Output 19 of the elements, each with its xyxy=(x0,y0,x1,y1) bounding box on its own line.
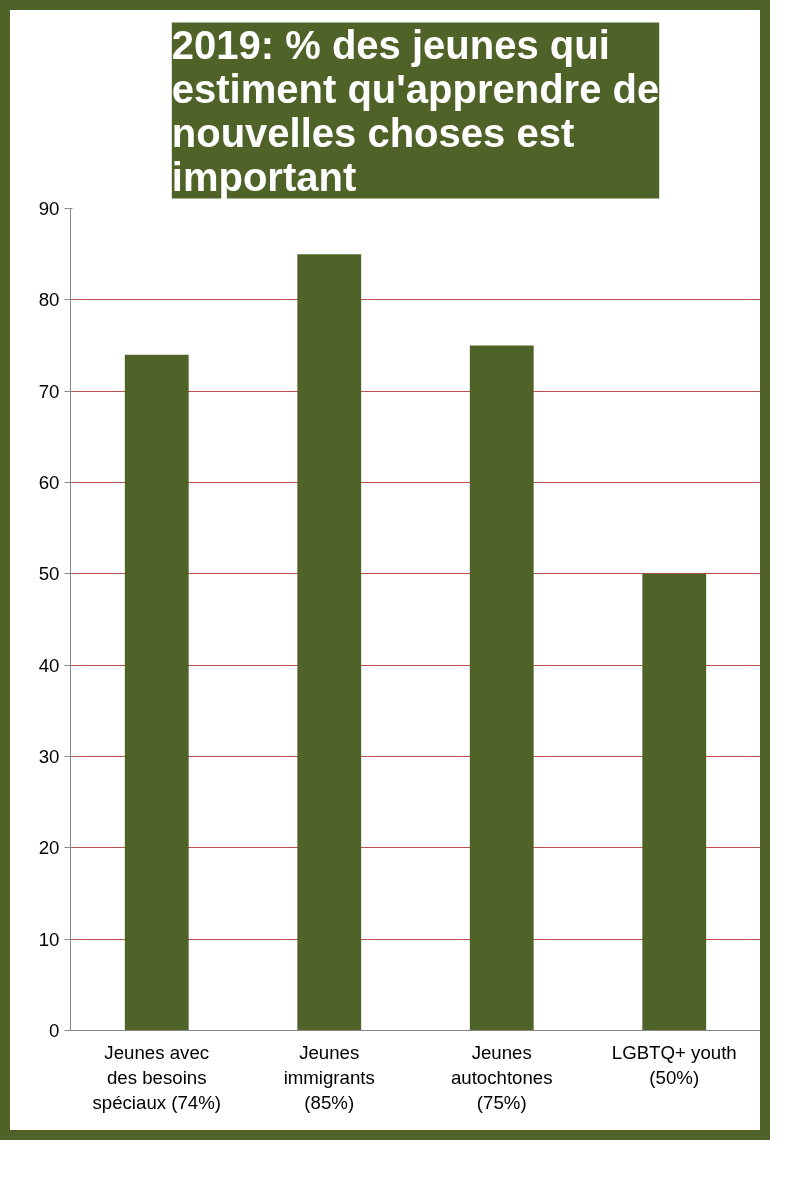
y-tick-label: 80 xyxy=(38,289,60,311)
y-tick-label: 0 xyxy=(49,1020,60,1041)
x-tick-label: Jeunes autochtones (75%) xyxy=(450,1041,553,1113)
y-tick-label: 70 xyxy=(38,380,60,402)
y-tick-label: 20 xyxy=(38,837,60,859)
bar xyxy=(642,573,707,1031)
bar xyxy=(469,345,534,1031)
x-tick-label: Jeunes avec des besoins spéciaux (74%) xyxy=(92,1041,222,1113)
x-tick-label: Jeunes immigrants (85%) xyxy=(283,1041,375,1113)
bar xyxy=(297,254,362,1031)
bar xyxy=(124,354,189,1031)
y-tick-label: 90 xyxy=(38,198,60,219)
y-tick-label: 30 xyxy=(38,746,60,767)
y-tick-label: 10 xyxy=(38,928,60,950)
chart-title: 2019: % des jeunes qui estiment qu'apprendre de nouvelles choses est important xyxy=(171,22,660,199)
y-tick-label: 60 xyxy=(38,472,60,493)
x-tick-label: LGBTQ+ youth (50%) xyxy=(611,1041,737,1088)
y-tick-label: 50 xyxy=(38,563,60,585)
y-tick-label: 40 xyxy=(38,654,60,676)
